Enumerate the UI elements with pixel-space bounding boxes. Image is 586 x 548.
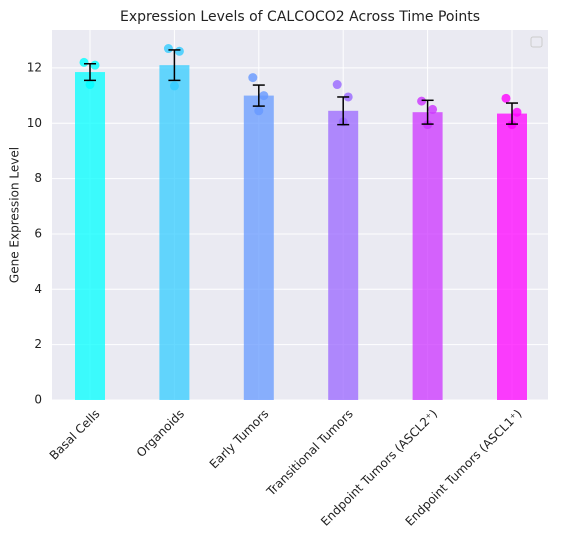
data-point (79, 57, 89, 67)
y-tick-label: 8 (34, 171, 42, 185)
plot-area (52, 30, 548, 400)
data-point (169, 81, 179, 91)
data-point (174, 46, 184, 56)
legend (530, 36, 543, 48)
data-point (90, 60, 100, 70)
data-point (417, 96, 427, 106)
bar (497, 113, 527, 400)
chart-title: Expression Levels of CALCOCO2 Across Tim… (120, 9, 480, 25)
error-bar (252, 84, 265, 107)
bar (75, 72, 105, 400)
bar (159, 65, 190, 401)
data-point (428, 104, 438, 114)
x-tick-label: Early Tumors (207, 407, 272, 472)
error-bar (337, 96, 350, 126)
bar (243, 95, 274, 401)
error-bar (506, 102, 518, 125)
y-tick-label: 4 (34, 282, 42, 296)
y-tick-label: 6 (34, 226, 42, 240)
x-tick-label: Transitional Tumors (263, 407, 356, 500)
data-point (332, 80, 342, 90)
x-tick-label: Organoids (134, 407, 187, 460)
bar (412, 112, 443, 401)
error-bar (421, 99, 434, 125)
marks (75, 44, 527, 401)
error-bar (84, 63, 96, 82)
data-point (248, 73, 258, 83)
data-point (85, 80, 95, 90)
data-point (259, 91, 269, 101)
y-tick-label: 12 (27, 60, 42, 74)
data-point (163, 44, 173, 54)
y-tick-label: 0 (34, 393, 42, 407)
error-bar (168, 49, 181, 82)
data-point (501, 93, 511, 103)
bar (328, 110, 359, 401)
y-tick-label: 10 (27, 116, 42, 130)
y-axis-label: Gene Expression Level (8, 147, 22, 283)
data-point (512, 107, 522, 117)
x-tick-label: Basal Cells (47, 407, 103, 463)
data-point (254, 106, 264, 116)
y-tick-label: 2 (34, 337, 42, 351)
